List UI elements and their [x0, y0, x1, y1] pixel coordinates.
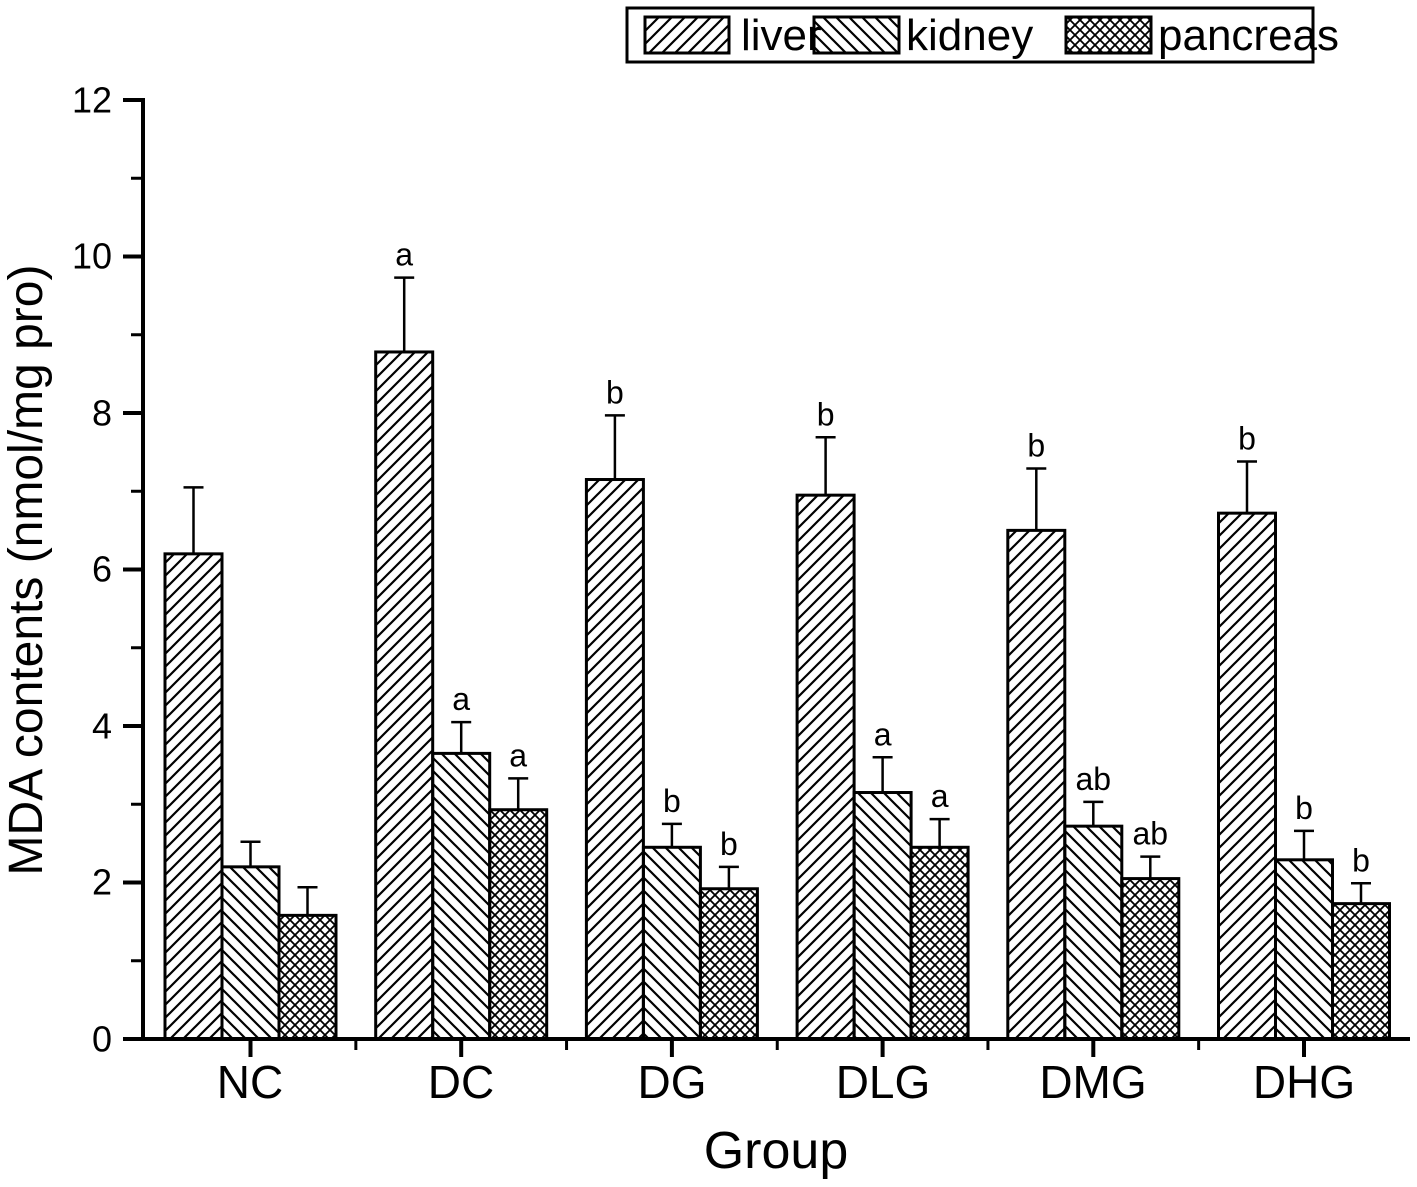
sig-letter-kidney-DC: a [452, 681, 470, 717]
axis-ticks [123, 98, 1306, 1057]
bar-kidney-NC [220, 865, 281, 1041]
bar-liver-DLG [795, 493, 856, 1041]
sig-letter-liver-DLG: b [817, 396, 835, 432]
sig-letter-pancreas-DG: b [720, 826, 738, 862]
bar-pancreas-DG [698, 887, 759, 1041]
legend-box [625, 6, 1315, 64]
y-tick-label-12: 12 [72, 80, 112, 121]
bar-liver-DC [374, 350, 435, 1041]
sig-letter-kidney-DMG: ab [1076, 761, 1112, 797]
bar-pancreas-DLG [909, 845, 970, 1041]
bar-kidney-DLG [852, 791, 913, 1041]
sig-letter-kidney-DG: b [663, 783, 681, 819]
sig-letter-pancreas-DLG: a [931, 778, 949, 814]
y-tick-label-4: 4 [92, 706, 112, 747]
bar-liver-DHG [1217, 511, 1277, 1041]
x-tick-label-dg: DG [638, 1056, 707, 1108]
x-tick-label-nc: NC [217, 1056, 283, 1108]
legend-label-kidney: kidney [906, 11, 1033, 60]
bar-kidney-DC [431, 751, 492, 1041]
bar-kidney-DG [641, 845, 702, 1041]
x-axis-title: Group [704, 1122, 849, 1180]
bar-pancreas-DMG [1120, 877, 1181, 1041]
x-tick-label-dlg: DLG [836, 1056, 931, 1108]
legend-swatch-liver [643, 15, 731, 55]
x-tick-label-dmg: DMG [1039, 1056, 1146, 1108]
y-tick-label-10: 10 [72, 236, 112, 277]
legend-swatch-kidney [812, 15, 901, 55]
bar-liver-DMG [1006, 528, 1067, 1041]
sig-letter-liver-DHG: b [1238, 421, 1256, 457]
y-tick-label-2: 2 [92, 862, 112, 903]
bar-kidney-DMG [1063, 824, 1124, 1041]
bar-kidney-DHG [1274, 858, 1334, 1041]
bar-liver-DG [584, 478, 645, 1041]
x-tick-label-dhg: DHG [1253, 1056, 1355, 1108]
legend-label-pancreas: pancreas [1158, 11, 1339, 60]
sig-letter-kidney-DHG: b [1295, 790, 1313, 826]
bar-pancreas-DC [488, 808, 549, 1041]
bar-pancreas-DHG [1331, 902, 1391, 1041]
legend-swatch-pancreas [1064, 15, 1153, 55]
y-tick-label-8: 8 [92, 393, 112, 434]
sig-letter-liver-DMG: b [1027, 428, 1045, 464]
sig-letter-liver-DG: b [606, 374, 624, 410]
sig-letter-pancreas-DC: a [509, 737, 527, 773]
bar-liver-NC [163, 552, 224, 1041]
bar-pancreas-NC [277, 913, 338, 1041]
y-tick-label-0: 0 [92, 1019, 112, 1060]
legend-label-liver: liver [741, 11, 822, 60]
sig-letter-kidney-DLG: a [874, 716, 892, 752]
sig-letter-pancreas-DHG: b [1352, 842, 1370, 878]
y-axis-title: MDA contents (nmol/mg pro) [0, 265, 53, 876]
sig-letter-liver-DC: a [395, 237, 413, 273]
x-tick-label-dc: DC [428, 1056, 494, 1108]
legend: liver kidney pancreas [625, 6, 1339, 64]
y-tick-label-6: 6 [92, 549, 112, 590]
sig-letter-pancreas-DMG: ab [1133, 816, 1169, 852]
